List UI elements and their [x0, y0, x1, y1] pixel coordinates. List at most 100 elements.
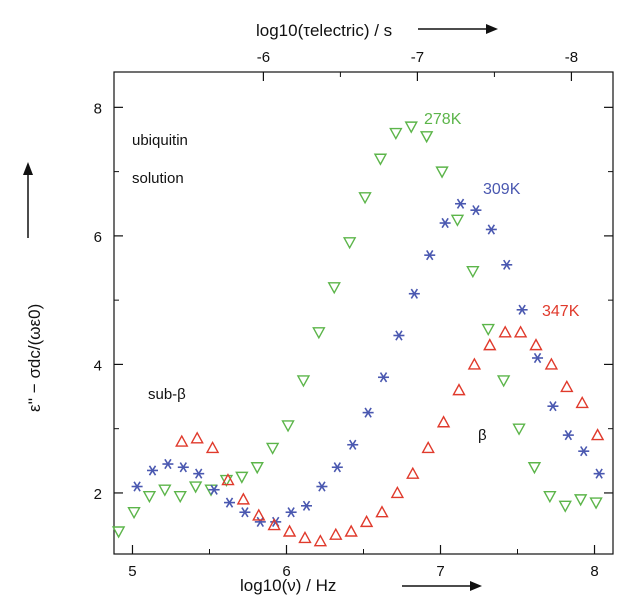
data-point-347k [329, 527, 343, 540]
data-point-347k [190, 431, 204, 444]
data-point-278k [466, 266, 480, 279]
data-point-278k [142, 490, 157, 504]
top-tick-label: -7 [411, 49, 424, 66]
y-tick-label: 4 [94, 357, 102, 374]
data-point-347k [221, 473, 235, 486]
data-point-309k [254, 516, 266, 527]
data-points [111, 121, 605, 547]
data-point-309k [424, 250, 436, 261]
x-tick-label: 8 [590, 563, 598, 580]
data-point-278k [111, 526, 126, 539]
data-point-278k [419, 131, 434, 144]
data-point-309k [224, 497, 236, 508]
data-point-347k [421, 441, 435, 454]
data-point-347k [575, 396, 589, 409]
data-point-347k [436, 415, 451, 428]
top-tick-label: -6 [257, 49, 270, 66]
x-axis-arrow [402, 581, 482, 591]
top-axis-label-text: log10(τelectric) / s [256, 21, 392, 40]
data-point-309k [285, 507, 297, 518]
data-point-347k [406, 466, 420, 479]
data-point-278k [389, 127, 403, 141]
data-point-347k [498, 325, 512, 338]
y-tick-label: 6 [94, 229, 102, 246]
data-point-347k [313, 534, 328, 547]
data-point-347k [513, 325, 528, 338]
data-point-278k [404, 121, 418, 134]
data-point-309k [378, 372, 390, 383]
data-point-347k [483, 338, 497, 351]
y-axis-arrow [23, 162, 33, 238]
y-tick-label: 8 [94, 100, 102, 117]
data-point-278k [127, 507, 141, 520]
data-point-309k [547, 401, 559, 412]
data-point-278k [250, 462, 264, 475]
data-point-278k [496, 375, 511, 388]
data-point-278k [235, 471, 249, 484]
x-axis-label: log10(ν) / Hz [240, 576, 336, 595]
data-point-278k [296, 375, 311, 388]
x-tick-label: 6 [282, 563, 290, 580]
data-point-309k [347, 439, 359, 450]
annotation-beta: β [478, 427, 487, 444]
data-point-309k [439, 217, 451, 229]
x-tick-label: 5 [128, 563, 136, 580]
data-point-347k [529, 338, 543, 351]
data-point-278k [219, 474, 234, 488]
series-label-278k: 278K [424, 111, 462, 128]
data-point-278k [527, 462, 542, 475]
data-point-347k [544, 357, 559, 370]
data-point-347k [205, 441, 220, 454]
data-point-278k [342, 237, 357, 250]
series-label-309k: 309K [483, 181, 521, 198]
data-point-309k [362, 407, 374, 418]
annotation-subbeta: sub-β [148, 386, 186, 403]
data-point-309k [516, 304, 528, 315]
data-point-309k [177, 462, 189, 473]
data-point-278k [373, 153, 388, 166]
data-point-347k [590, 428, 605, 441]
annotation-protein: ubiquitin [132, 132, 188, 149]
data-point-347k [252, 508, 266, 521]
data-point-309k [131, 481, 143, 492]
top-axis-label: log10(τelectric) / s [256, 21, 392, 40]
data-point-347k [298, 530, 312, 544]
annotation-medium: solution [132, 170, 184, 187]
data-point-278k [435, 166, 449, 179]
data-point-347k [390, 485, 405, 499]
data-point-347k [467, 357, 482, 370]
x-tick-label: 7 [436, 563, 444, 580]
data-point-309k [485, 224, 497, 235]
y-tick-label: 2 [94, 486, 102, 503]
series-label-347k: 347K [542, 303, 580, 320]
top-tick-label: -8 [565, 49, 578, 66]
data-point-309k [562, 429, 574, 441]
plot-frame [113, 71, 614, 555]
data-point-278k [265, 442, 280, 455]
data-point-347k [236, 492, 251, 505]
data-point-309k [455, 198, 467, 209]
data-point-347k [452, 383, 466, 396]
data-point-347k [560, 379, 574, 393]
data-point-278k [512, 423, 526, 436]
data-point-309k [578, 446, 590, 457]
data-point-278k [450, 214, 465, 227]
data-point-309k [162, 458, 174, 470]
y-axis-label: ε'' − σdc/(ωε0) [25, 304, 44, 412]
data-point-309k [532, 352, 544, 364]
data-point-347k [359, 514, 374, 528]
data-point-309k [501, 259, 513, 270]
data-point-278k [573, 494, 588, 507]
top-axis-arrow [418, 24, 498, 34]
data-point-309k [316, 481, 328, 492]
data-point-309k [239, 507, 251, 518]
data-point-278k [158, 484, 172, 497]
data-point-347k [375, 505, 389, 518]
data-point-347k [282, 524, 297, 537]
data-point-278k [558, 500, 572, 513]
data-point-309k [331, 462, 343, 473]
data-point-347k [267, 518, 281, 531]
data-point-309k [593, 468, 605, 479]
